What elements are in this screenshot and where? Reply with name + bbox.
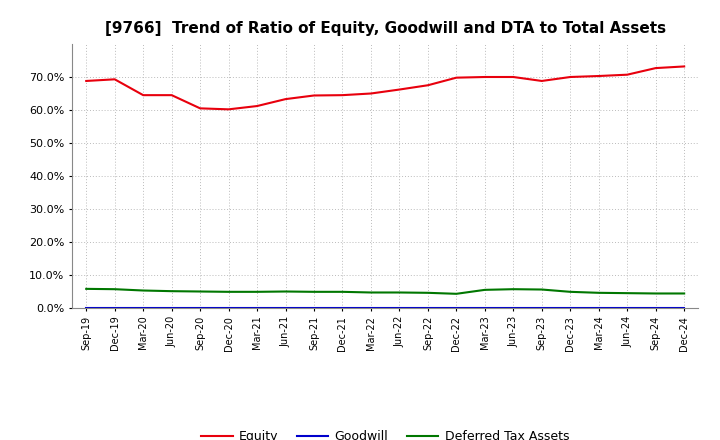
Legend: Equity, Goodwill, Deferred Tax Assets: Equity, Goodwill, Deferred Tax Assets (197, 425, 574, 440)
Deferred Tax Assets (423, 290, 432, 296)
Goodwill (623, 305, 631, 310)
Equity (623, 72, 631, 77)
Equity (310, 93, 318, 98)
Goodwill (225, 305, 233, 310)
Deferred Tax Assets (395, 290, 404, 295)
Deferred Tax Assets (338, 289, 347, 294)
Equity (595, 73, 603, 79)
Equity (139, 92, 148, 98)
Deferred Tax Assets (110, 286, 119, 292)
Equity (680, 64, 688, 69)
Deferred Tax Assets (566, 289, 575, 294)
Deferred Tax Assets (509, 286, 518, 292)
Goodwill (566, 305, 575, 310)
Equity (253, 103, 261, 109)
Equity (452, 75, 461, 80)
Deferred Tax Assets (253, 289, 261, 294)
Title: [9766]  Trend of Ratio of Equity, Goodwill and DTA to Total Assets: [9766] Trend of Ratio of Equity, Goodwil… (104, 21, 666, 36)
Goodwill (395, 305, 404, 310)
Goodwill (253, 305, 261, 310)
Equity (395, 87, 404, 92)
Deferred Tax Assets (537, 287, 546, 292)
Equity (652, 66, 660, 71)
Deferred Tax Assets (452, 291, 461, 297)
Goodwill (167, 305, 176, 310)
Deferred Tax Assets (225, 289, 233, 294)
Deferred Tax Assets (139, 288, 148, 293)
Deferred Tax Assets (310, 289, 318, 294)
Deferred Tax Assets (82, 286, 91, 291)
Goodwill (196, 305, 204, 310)
Goodwill (652, 305, 660, 310)
Goodwill (680, 305, 688, 310)
Goodwill (480, 305, 489, 310)
Deferred Tax Assets (366, 290, 375, 295)
Deferred Tax Assets (680, 291, 688, 296)
Goodwill (139, 305, 148, 310)
Line: Equity: Equity (86, 66, 684, 109)
Goodwill (452, 305, 461, 310)
Goodwill (310, 305, 318, 310)
Deferred Tax Assets (595, 290, 603, 296)
Deferred Tax Assets (196, 289, 204, 294)
Equity (509, 74, 518, 80)
Equity (282, 96, 290, 102)
Equity (423, 83, 432, 88)
Goodwill (110, 305, 119, 310)
Goodwill (509, 305, 518, 310)
Goodwill (423, 305, 432, 310)
Goodwill (366, 305, 375, 310)
Equity (110, 77, 119, 82)
Equity (338, 92, 347, 98)
Equity (225, 106, 233, 112)
Deferred Tax Assets (282, 289, 290, 294)
Equity (196, 106, 204, 111)
Equity (167, 92, 176, 98)
Goodwill (82, 305, 91, 310)
Deferred Tax Assets (652, 291, 660, 296)
Deferred Tax Assets (480, 287, 489, 293)
Deferred Tax Assets (623, 290, 631, 296)
Equity (480, 74, 489, 80)
Equity (366, 91, 375, 96)
Equity (82, 78, 91, 84)
Goodwill (282, 305, 290, 310)
Equity (537, 78, 546, 84)
Goodwill (338, 305, 347, 310)
Goodwill (595, 305, 603, 310)
Line: Deferred Tax Assets: Deferred Tax Assets (86, 289, 684, 294)
Equity (566, 74, 575, 80)
Deferred Tax Assets (167, 289, 176, 294)
Goodwill (537, 305, 546, 310)
